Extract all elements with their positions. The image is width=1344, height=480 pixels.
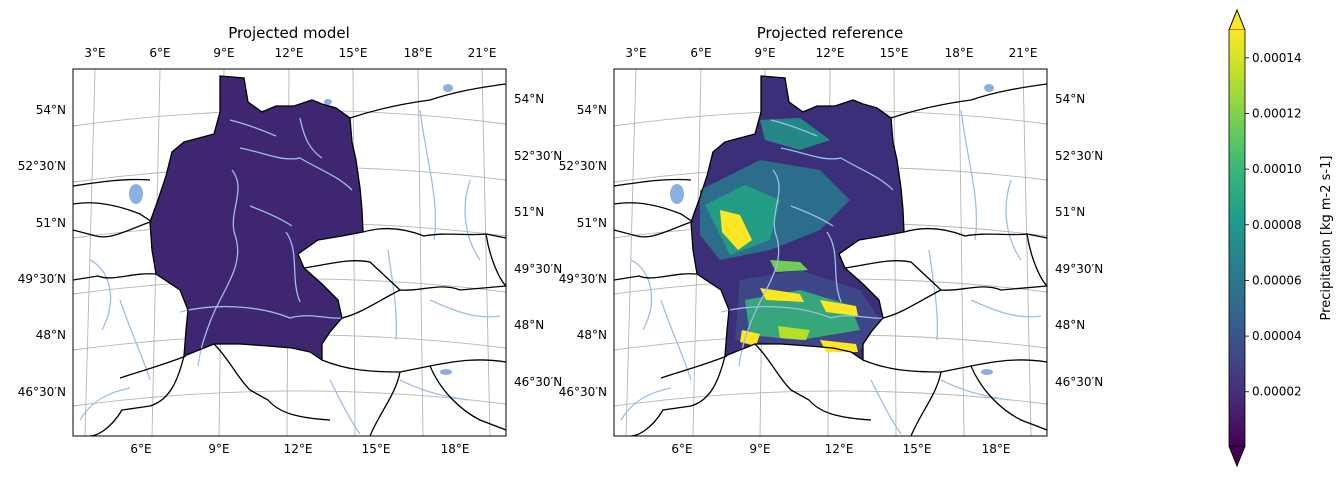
- lat-tick-label: 52°30′N: [514, 149, 562, 163]
- lon-tick-label: 6°E: [130, 442, 151, 456]
- lat-tick-label: 51°N: [577, 216, 607, 230]
- borders: [73, 75, 506, 436]
- lon-tick-label: 12°E: [816, 46, 845, 60]
- colorbar-tick-label: 0.00010: [1252, 162, 1302, 176]
- lon-tick-label: 18°E: [945, 46, 974, 60]
- lon-tick-label: 3°E: [84, 46, 105, 60]
- lat-tick-label: 49°30′N: [514, 262, 562, 276]
- lon-tick-label: 3°E: [625, 46, 646, 60]
- colorbar-outline: [1228, 8, 1246, 468]
- lat-tick-label: 49°30′N: [1055, 262, 1103, 276]
- lon-tick-label: 9°E: [213, 46, 234, 60]
- lon-tick-label: 12°E: [284, 442, 313, 456]
- colorbar-tick-label: 0.00004: [1252, 329, 1302, 343]
- lat-tick-label: 48°N: [577, 328, 607, 342]
- lon-labels-bottom: 6°E 9°E 12°E 15°E 18°E: [130, 442, 469, 456]
- lon-tick-label: 6°E: [690, 46, 711, 60]
- lat-tick-label: 48°N: [36, 328, 66, 342]
- lat-tick-label: 48°N: [514, 318, 544, 332]
- lat-tick-label: 49°30′N: [559, 272, 607, 286]
- lon-tick-label: 15°E: [880, 46, 909, 60]
- lon-tick-label: 12°E: [825, 442, 854, 456]
- lon-tick-label: 21°E: [1009, 46, 1038, 60]
- lon-tick-label: 9°E: [754, 46, 775, 60]
- lon-tick-label: 21°E: [468, 46, 497, 60]
- lat-tick-label: 54°N: [514, 92, 544, 106]
- colorbar-tick-label: 0.00002: [1252, 385, 1302, 399]
- lat-labels-right: 54°N 52°30′N 51°N 49°30′N 48°N 46°30′N: [1055, 92, 1103, 389]
- colorbar-ticks: 0.00002 0.00004 0.00006 0.00008 0.00010 0.000…: [1245, 51, 1302, 399]
- lat-tick-label: 46°30′N: [514, 375, 562, 389]
- lat-labels-left: 54°N 52°30′N 51°N 49°30′N 48°N 46°30′N: [18, 103, 66, 399]
- lon-tick-label: 12°E: [275, 46, 304, 60]
- lon-tick-label: 6°E: [671, 442, 692, 456]
- lon-tick-label: 15°E: [362, 442, 391, 456]
- lat-labels-left: 54°N 52°30′N 51°N 49°30′N 48°N 46°30′N: [559, 103, 607, 399]
- lat-tick-label: 54°N: [1055, 92, 1085, 106]
- lon-labels-top: 3°E 6°E 9°E 12°E 15°E 18°E 21°E: [625, 46, 1037, 60]
- lat-tick-label: 51°N: [514, 205, 544, 219]
- lat-tick-label: 46°30′N: [559, 385, 607, 399]
- panel-title: Projected reference: [757, 24, 903, 42]
- lat-tick-label: 51°N: [36, 216, 66, 230]
- lon-tick-label: 18°E: [441, 442, 470, 456]
- colorbar-tick-label: 0.00008: [1252, 218, 1302, 232]
- colorbar-tick-label: 0.00014: [1252, 51, 1302, 65]
- rivers: [620, 109, 1042, 435]
- lat-tick-label: 52°30′N: [559, 159, 607, 173]
- colorbar-extend-max: [1228, 8, 1246, 31]
- colorbar: 0.00002 0.00004 0.00006 0.00008 0.00010 0.000…: [1228, 8, 1334, 468]
- map-frame: [613, 68, 1048, 437]
- lat-labels-right: 54°N 52°30′N 51°N 49°30′N 48°N 46°30′N: [514, 92, 562, 389]
- lakes: [670, 84, 994, 375]
- lat-tick-label: 49°30′N: [18, 272, 66, 286]
- colorbar-label: Precipitation [kg m-2 s-1]: [1319, 156, 1334, 321]
- lat-tick-label: 48°N: [1055, 318, 1085, 332]
- lon-tick-label: 15°E: [903, 442, 932, 456]
- colorbar-gradient: [1229, 30, 1245, 446]
- lat-tick-label: 54°N: [577, 103, 607, 117]
- lon-labels-bottom: 6°E 9°E 12°E 15°E 18°E: [671, 442, 1010, 456]
- panel-title: Projected model: [228, 24, 350, 42]
- lon-tick-label: 9°E: [208, 442, 229, 456]
- reference-precip-field: [691, 76, 904, 360]
- lon-tick-label: 9°E: [749, 442, 770, 456]
- map-panel-model: Projected model: [18, 24, 563, 456]
- colorbar-tick-label: 0.00006: [1252, 273, 1302, 287]
- lat-tick-label: 51°N: [1055, 205, 1085, 219]
- lon-tick-label: 6°E: [149, 46, 170, 60]
- colorbar-tick-label: 0.00012: [1252, 106, 1302, 120]
- lakes: [129, 84, 453, 375]
- lat-tick-label: 46°30′N: [1055, 375, 1103, 389]
- borders: [614, 75, 1047, 436]
- lon-tick-label: 18°E: [982, 442, 1011, 456]
- lat-tick-label: 52°30′N: [1055, 149, 1103, 163]
- colorbar-extend-min: [1228, 445, 1246, 468]
- lon-tick-label: 15°E: [339, 46, 368, 60]
- lat-tick-label: 46°30′N: [18, 385, 66, 399]
- lat-tick-label: 52°30′N: [18, 159, 66, 173]
- map-frame: [72, 68, 507, 437]
- germany-precip-field: [150, 76, 363, 360]
- lat-tick-label: 54°N: [36, 103, 66, 117]
- map-panel-reference: Projected reference: [559, 24, 1104, 456]
- lon-labels-top: 3°E 6°E 9°E 12°E 15°E 18°E 21°E: [84, 46, 496, 60]
- lon-tick-label: 18°E: [404, 46, 433, 60]
- rivers: [79, 109, 501, 435]
